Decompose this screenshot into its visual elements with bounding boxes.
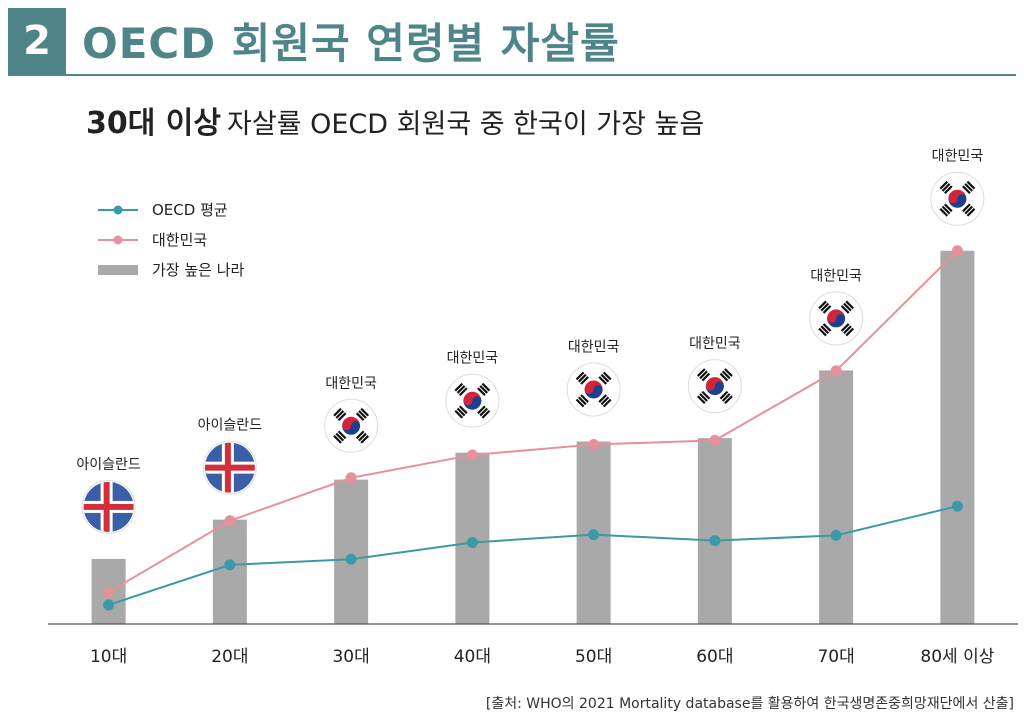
oecd-point-5 [588, 529, 600, 541]
legend-swatch-3 [98, 265, 138, 275]
bar-country-label-2: 아이슬란드 [198, 418, 263, 434]
korea-flag-icon [326, 400, 377, 451]
x-tick-label-3: 30대 [332, 647, 369, 667]
korea-point-8 [951, 245, 963, 257]
oecd-point-4 [466, 536, 478, 548]
korea-point-6 [709, 434, 721, 446]
oecd-point-7 [830, 529, 842, 541]
bar-country-label-4: 대한민국 [447, 351, 499, 367]
iceland-flag-icon [204, 442, 255, 493]
korea-line [108, 250, 959, 594]
legend-label-2: 대한민국 [152, 231, 207, 249]
bar-country-label-5: 대한민국 [568, 339, 620, 355]
legend-label-3: 가장 높은 나라 [152, 261, 245, 279]
oecd-point-6 [709, 535, 721, 547]
bar-country-label-1: 아이슬란드 [76, 457, 141, 473]
oecd-point-8 [951, 500, 963, 512]
legend-label-1: OECD 평균 [152, 201, 228, 219]
korea-point-7 [830, 365, 842, 377]
korea-flag-icon [447, 375, 498, 426]
bar-country-label-8: 대한민국 [932, 149, 984, 165]
oecd-point-2 [224, 559, 236, 571]
x-tick-label-6: 60대 [696, 647, 733, 667]
bar-2 [212, 519, 247, 624]
korea-flag-icon [689, 361, 740, 412]
korea-point-2 [224, 515, 236, 527]
chart-subtitle: 30대 이상 자살률 OECD 회원국 중 한국이 가장 높음 [86, 98, 704, 142]
x-tick-label-2: 20대 [211, 647, 248, 667]
x-tick-label-7: 70대 [817, 647, 854, 667]
legend-marker-2 [113, 235, 123, 245]
oecd-point-1 [103, 599, 115, 611]
bar-country-label-7: 대한민국 [810, 268, 862, 284]
x-tick-label-8: 80세 이상 [920, 647, 994, 667]
bar-country-label-3: 대한민국 [325, 376, 377, 392]
x-tick-label-5: 50대 [575, 647, 612, 667]
x-tick-label-1: 10대 [90, 647, 127, 667]
bar-country-label-6: 대한민국 [689, 336, 741, 352]
korea-flag-icon [932, 173, 983, 224]
bar-3 [334, 479, 369, 624]
bar-6 [697, 438, 732, 624]
legend-marker-1 [113, 205, 123, 215]
korea-point-1 [103, 586, 115, 598]
page-title: OECD 회원국 연령별 자살률 [82, 19, 620, 68]
header-bar: 2 OECD 회원국 연령별 자살률 [0, 0, 1024, 78]
bar-8 [940, 250, 975, 625]
oecd-point-3 [345, 553, 357, 565]
source-note: [출처: WHO의 2021 Mortality database를 활용하여 … [485, 696, 1014, 712]
korea-flag-icon [568, 364, 619, 415]
iceland-flag-icon [83, 481, 134, 532]
x-tick-label-4: 40대 [454, 647, 491, 667]
subtitle-text: 자살률 OECD 회원국 중 한국이 가장 높음 [227, 109, 705, 140]
subtitle-highlight: 30대 이상 [86, 106, 221, 141]
korea-point-5 [588, 438, 600, 450]
bar-7 [819, 370, 854, 624]
korea-point-3 [345, 472, 357, 484]
korea-point-4 [466, 449, 478, 461]
oecd-line [108, 505, 958, 606]
korea-flag-icon [811, 293, 862, 344]
section-number: 2 [8, 8, 66, 74]
header-divider [8, 74, 1016, 76]
